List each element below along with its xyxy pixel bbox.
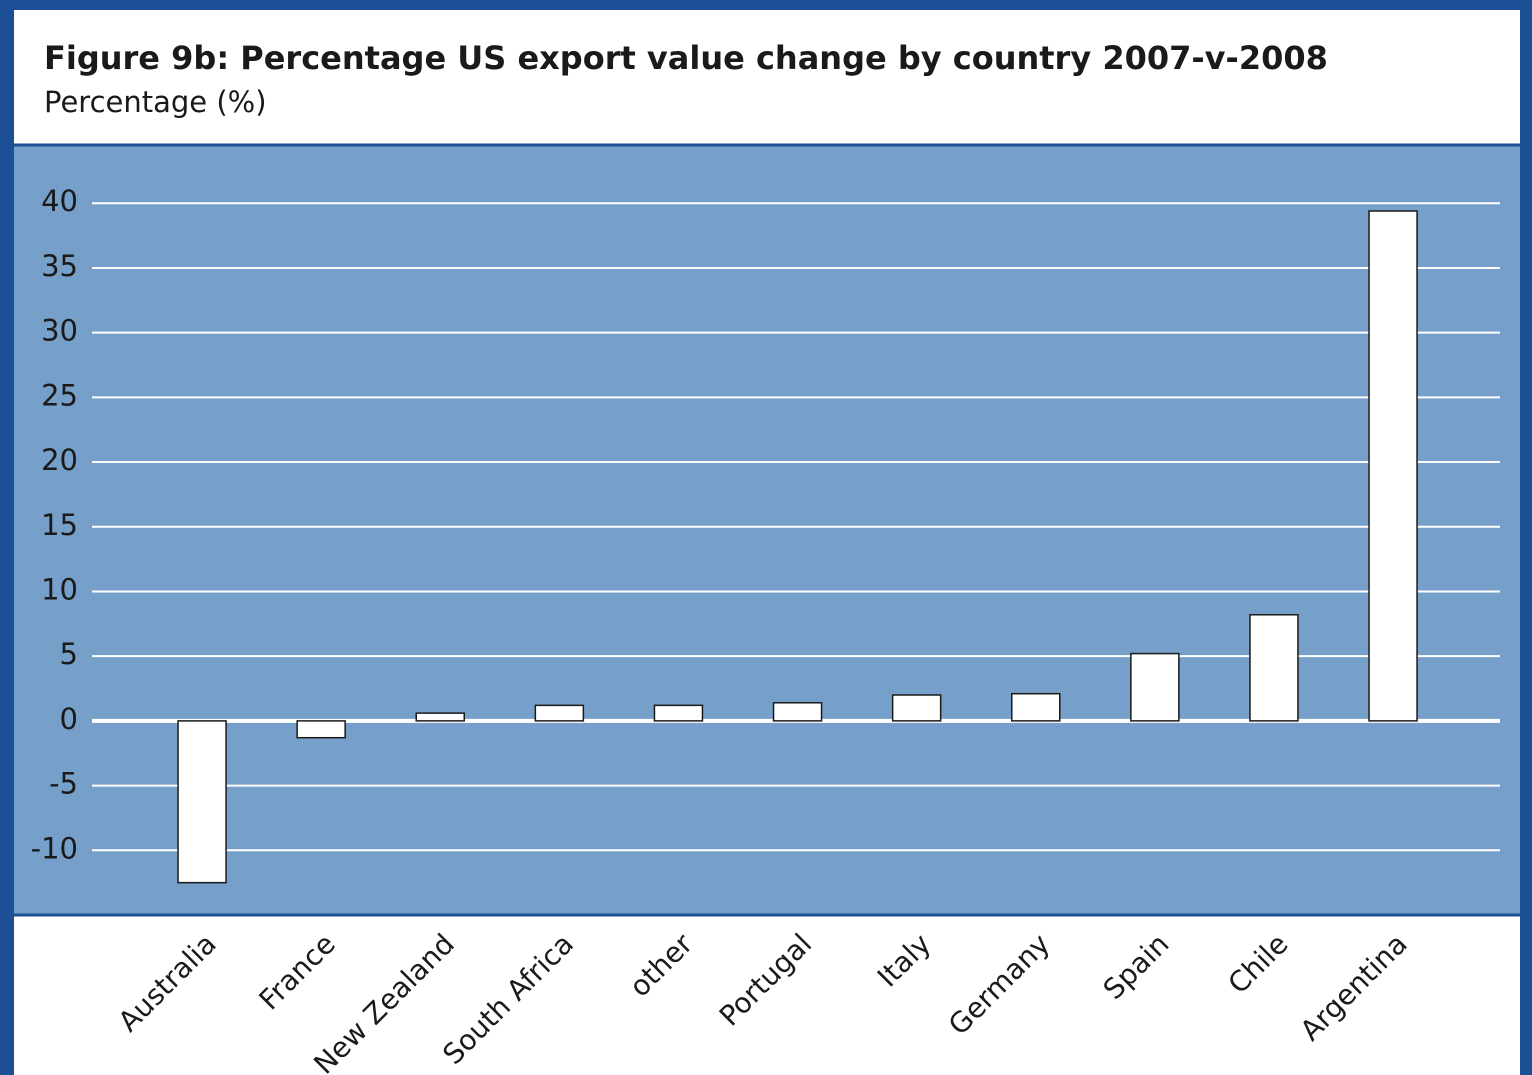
y-tick-label: 25 bbox=[41, 378, 78, 412]
y-tick-label: 30 bbox=[41, 314, 78, 348]
y-tick-label: 0 bbox=[60, 702, 78, 736]
bar bbox=[1011, 692, 1061, 722]
bar bbox=[772, 702, 823, 722]
bar bbox=[1249, 614, 1299, 722]
y-tick-label: -5 bbox=[49, 767, 78, 801]
y-tick-label: -10 bbox=[31, 831, 78, 865]
y-tick-label: 20 bbox=[41, 443, 78, 477]
bar bbox=[415, 712, 465, 722]
y-tick-label: 10 bbox=[41, 572, 78, 606]
bar bbox=[1130, 652, 1180, 722]
bar bbox=[891, 694, 942, 722]
y-tick-label: 40 bbox=[41, 184, 78, 218]
chart-title: Figure 9b: Percentage US export value ch… bbox=[44, 39, 1328, 77]
bar bbox=[1368, 210, 1418, 722]
bar bbox=[296, 720, 346, 739]
bar bbox=[177, 720, 227, 884]
bar bbox=[534, 704, 585, 722]
y-tick-label: 35 bbox=[41, 249, 78, 283]
y-tick-label: 5 bbox=[60, 637, 78, 671]
bar bbox=[653, 704, 704, 722]
chart-subtitle: Percentage (%) bbox=[44, 85, 267, 119]
plot-area bbox=[14, 145, 1520, 915]
y-tick-label: 15 bbox=[41, 508, 78, 542]
